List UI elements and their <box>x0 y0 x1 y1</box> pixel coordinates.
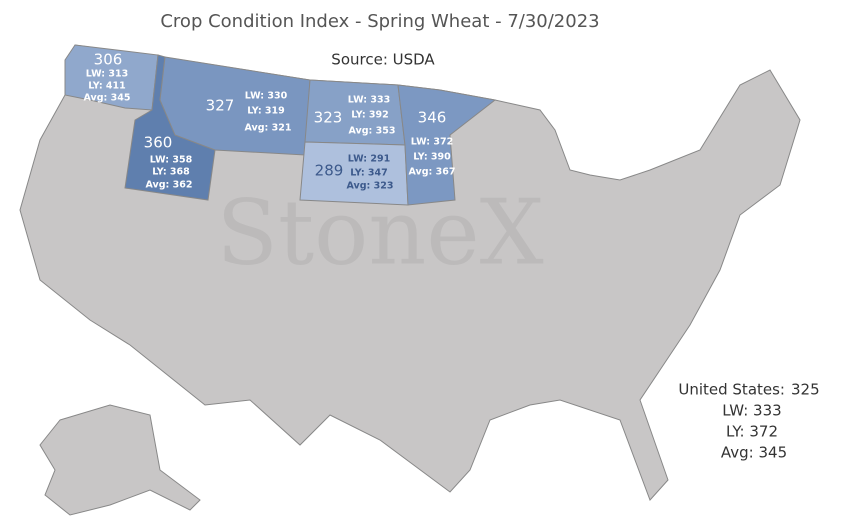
us-value: 325 <box>791 381 820 399</box>
state-avg: Avg: 353 <box>349 126 396 137</box>
us-ly: LY: 372 <box>726 423 778 441</box>
state-lw: LW: 291 <box>348 154 390 165</box>
state-avg: Avg: 323 <box>347 181 394 192</box>
state-value: 327 <box>206 97 235 115</box>
us-land <box>19 44 801 501</box>
state-mn <box>397 84 497 206</box>
state-labels: 306 LW: 313 LY: 411 Avg: 345 360 LW: 358… <box>84 51 456 192</box>
us-summary: United States: 325 LW: 333 LY: 372 Avg: … <box>678 381 819 462</box>
state-value: 360 <box>144 134 173 152</box>
state-lw: LW: 313 <box>86 69 128 80</box>
state-lw: LW: 372 <box>411 137 453 148</box>
state-value: 306 <box>94 51 123 69</box>
state-ly: LY: 319 <box>247 106 285 117</box>
alaska <box>39 404 201 516</box>
us-lw: LW: 333 <box>722 402 781 420</box>
watermark: StoneX <box>216 180 543 285</box>
source: Source: USDA <box>331 51 435 69</box>
state-avg: Avg: 345 <box>84 93 131 104</box>
state-lw: LW: 333 <box>348 95 390 106</box>
state-ly: LY: 347 <box>350 168 388 179</box>
state-ly: LY: 368 <box>152 167 190 178</box>
state-ly: LY: 411 <box>88 81 126 92</box>
us-avg: Avg: 345 <box>721 444 787 462</box>
state-ly: LY: 392 <box>351 110 389 121</box>
state-avg: Avg: 321 <box>245 123 292 134</box>
state-avg: Avg: 367 <box>409 167 456 178</box>
state-ly: LY: 390 <box>413 152 451 163</box>
state-value: 323 <box>314 109 343 127</box>
state-lw: LW: 358 <box>150 155 193 166</box>
title: Crop Condition Index - Spring Wheat - 7/… <box>160 11 599 32</box>
state-avg: Avg: 362 <box>146 180 193 191</box>
state-value: 289 <box>315 162 344 180</box>
us-label: United States: <box>678 381 785 399</box>
state-lw: LW: 330 <box>245 91 288 102</box>
state-value: 346 <box>418 109 447 127</box>
